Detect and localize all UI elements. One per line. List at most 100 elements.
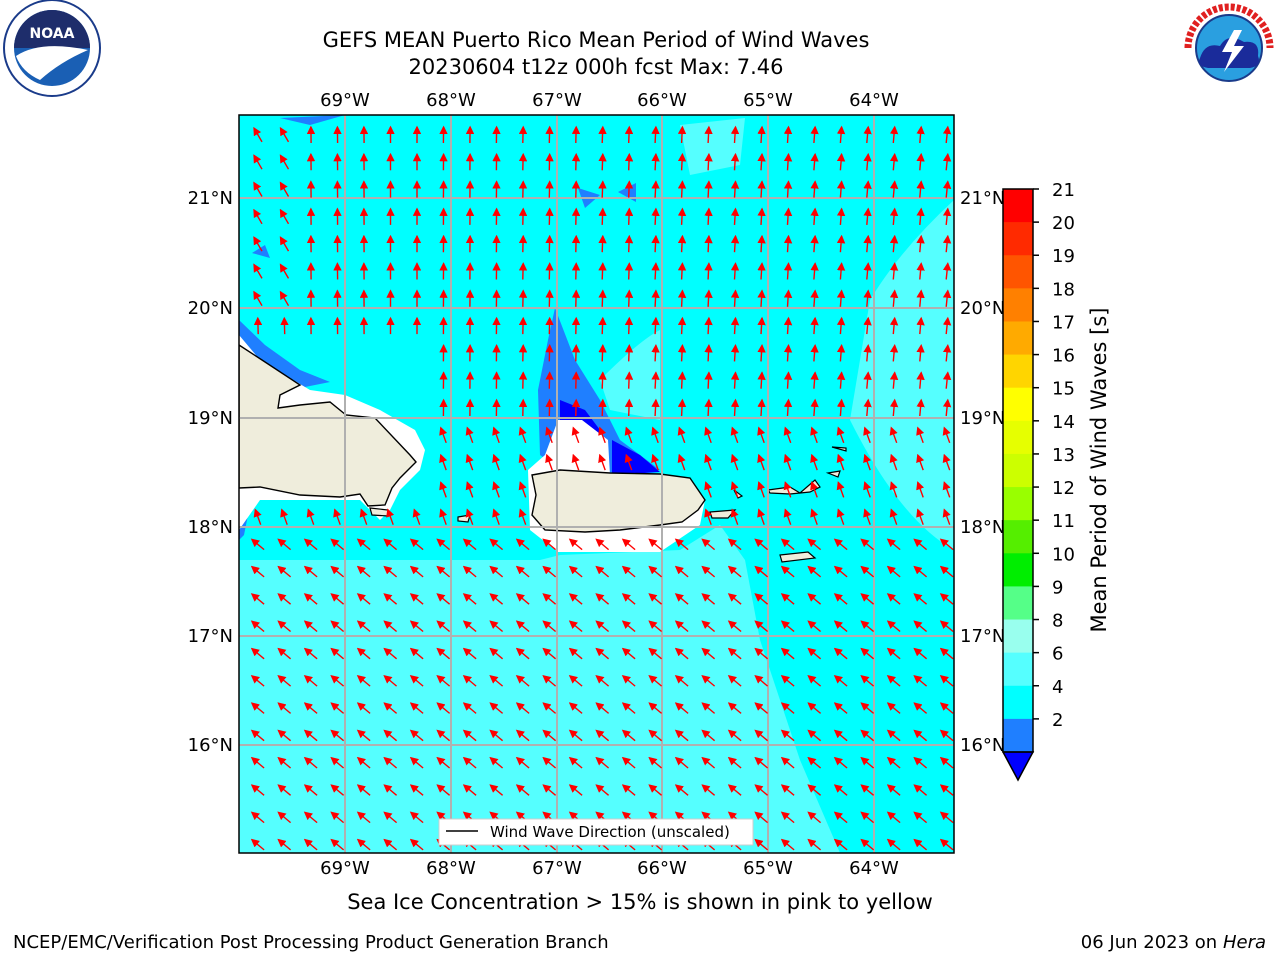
wind-arrow <box>780 538 795 551</box>
wind-arrow <box>568 784 583 796</box>
wind-arrow <box>674 756 689 769</box>
wind-arrow <box>303 702 318 714</box>
wind-arrow <box>674 538 689 551</box>
wind-arrow <box>624 125 634 144</box>
wind-arrow <box>595 702 610 714</box>
wind-arrow <box>624 453 633 471</box>
wind-arrow <box>598 453 607 471</box>
wind-arrow <box>624 180 634 198</box>
wind-arrow <box>727 784 742 796</box>
wind-arrow <box>598 262 607 280</box>
wind-arrow <box>780 593 795 605</box>
wind-arrow <box>730 398 740 417</box>
wind-arrow <box>913 620 928 633</box>
wind-arrow <box>624 262 634 280</box>
wind-arrow <box>704 316 713 335</box>
wind-arrow <box>916 453 925 471</box>
wind-arrow <box>436 729 451 742</box>
wind-arrow <box>860 565 875 578</box>
wind-arrow <box>727 756 742 769</box>
wind-arrow <box>568 675 583 687</box>
wind-arrow <box>595 538 610 551</box>
wind-arrow <box>436 620 451 633</box>
wind-arrow <box>836 398 846 417</box>
wind-arrow <box>833 593 848 605</box>
wind-arrow <box>542 702 557 714</box>
wind-arrow <box>863 481 872 498</box>
wind-arrow <box>383 702 398 714</box>
wind-arrow <box>330 647 345 660</box>
wind-arrow <box>489 538 504 551</box>
footer-machine: Hera <box>1222 932 1266 953</box>
wind-arrow <box>598 398 607 417</box>
wind-arrow <box>651 344 660 362</box>
colorbar-tick-label: 13 <box>1052 445 1075 466</box>
map-frame <box>238 114 955 854</box>
wind-arrow <box>462 729 477 742</box>
wind-arrow <box>515 702 530 714</box>
wind-arrow <box>939 647 954 660</box>
wind-arrow <box>279 208 290 225</box>
nws-logo <box>1183 2 1275 94</box>
wind-arrow <box>436 675 451 687</box>
wind-arrow <box>250 702 265 714</box>
wind-arrow <box>757 344 766 362</box>
wind-arrow <box>677 180 687 198</box>
wind-arrow <box>595 565 610 578</box>
wind-arrow <box>648 538 663 551</box>
wind-arrow <box>648 647 663 660</box>
wind-arrow <box>754 756 769 769</box>
wind-arrow <box>704 426 713 444</box>
wind-arrow <box>250 675 265 687</box>
colorbar-swatch <box>1003 288 1033 322</box>
wind-arrow <box>439 426 448 444</box>
wind-arrow <box>730 207 740 225</box>
wind-arrow <box>409 620 424 633</box>
lat-label: 17°N <box>188 626 233 647</box>
map-gridlines <box>239 115 954 853</box>
wind-arrow <box>783 371 793 389</box>
wind-arrow <box>624 398 634 417</box>
lat-label: 19°N <box>960 408 1005 429</box>
wind-arrow <box>730 125 740 144</box>
wind-arrow <box>279 290 290 307</box>
wind-arrow <box>701 647 716 660</box>
wind-arrow <box>916 262 925 280</box>
wind-arrow <box>330 675 345 687</box>
wind-arrow <box>810 508 819 525</box>
wind-arrow <box>330 729 345 742</box>
wind-arrow <box>436 756 451 769</box>
wind-arrow <box>889 481 898 498</box>
wind-arrow <box>730 426 739 444</box>
wind-arrow <box>465 508 474 525</box>
wind-arrow <box>651 262 660 280</box>
wind-arrow <box>836 316 846 335</box>
wind-arrow <box>889 371 899 389</box>
wind-arrow <box>727 675 742 687</box>
wind-arrow <box>942 316 952 335</box>
wind-arrow <box>942 508 951 525</box>
wind-arrow <box>568 729 583 742</box>
colorbar-tick-label: 20 <box>1052 213 1075 234</box>
wind-arrow <box>409 675 424 687</box>
wind-arrow <box>253 181 263 197</box>
wind-arrow <box>648 593 663 605</box>
wind-arrow <box>436 565 451 578</box>
colorbar-swatch <box>1003 586 1033 621</box>
wind-arrow <box>889 426 898 444</box>
wind-arrow <box>939 838 954 851</box>
wind-arrow <box>624 426 633 444</box>
wind-arrow <box>836 344 846 362</box>
wind-arrow <box>754 702 769 714</box>
lat-label: 17°N <box>960 626 1005 647</box>
wind-arrow <box>409 838 424 851</box>
wind-arrow <box>913 784 928 796</box>
wind-arrow <box>568 756 583 769</box>
wind-arrow <box>465 426 474 444</box>
colorbar-tick-label: 14 <box>1052 412 1075 433</box>
footer-branch: NCEP/EMC/Verification Post Processing Pr… <box>13 932 609 953</box>
wind-arrow <box>863 289 872 307</box>
colorbar-swatch <box>1003 255 1033 289</box>
noaa-logo: NOAA <box>3 0 101 97</box>
wind-arrow <box>277 620 292 633</box>
